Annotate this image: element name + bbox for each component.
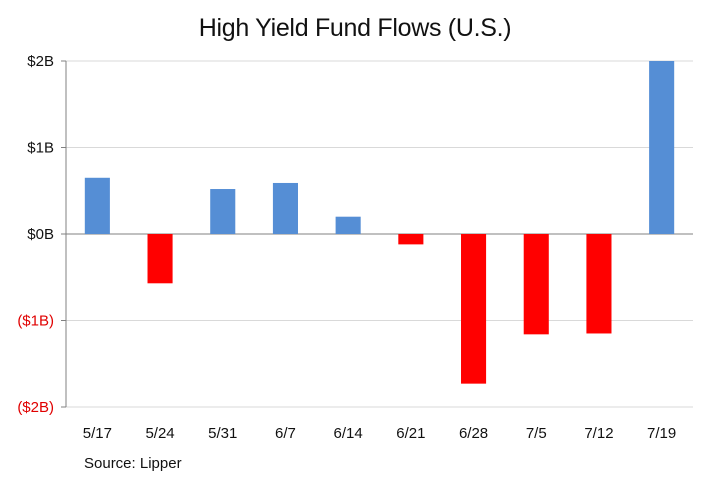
y-tick-label: ($1B) — [17, 313, 54, 330]
x-tick-label: 6/14 — [334, 425, 363, 442]
bar-5-31 — [210, 189, 236, 234]
y-tick-label: $0B — [27, 226, 54, 243]
x-tick-label: 7/19 — [647, 425, 676, 442]
x-tick-label: 5/17 — [83, 425, 112, 442]
y-tick-label: $1B — [27, 140, 54, 157]
x-tick-label: 6/28 — [459, 425, 488, 442]
bar-7-19 — [649, 61, 675, 234]
bar-6-7 — [272, 182, 298, 234]
bar-5-17 — [84, 177, 110, 234]
chart-title: High Yield Fund Flows (U.S.) — [198, 14, 512, 42]
bar-7-5 — [523, 234, 549, 335]
bar-7-12 — [586, 234, 612, 334]
bar-6-28 — [461, 234, 487, 384]
x-tick-label: 6/21 — [396, 425, 425, 442]
bar-6-14 — [335, 216, 361, 234]
y-tick-label: $2B — [27, 53, 54, 70]
x-tick-label: 5/24 — [145, 425, 174, 442]
bar-6-21 — [398, 234, 424, 245]
source-note: Source: Lipper — [84, 455, 182, 472]
x-tick-label: 7/5 — [526, 425, 547, 442]
x-tick-label: 6/7 — [275, 425, 296, 442]
y-tick-label: ($2B) — [17, 399, 54, 416]
x-tick-label: 7/12 — [584, 425, 613, 442]
bar-5-24 — [147, 234, 173, 284]
x-tick-label: 5/31 — [208, 425, 237, 442]
